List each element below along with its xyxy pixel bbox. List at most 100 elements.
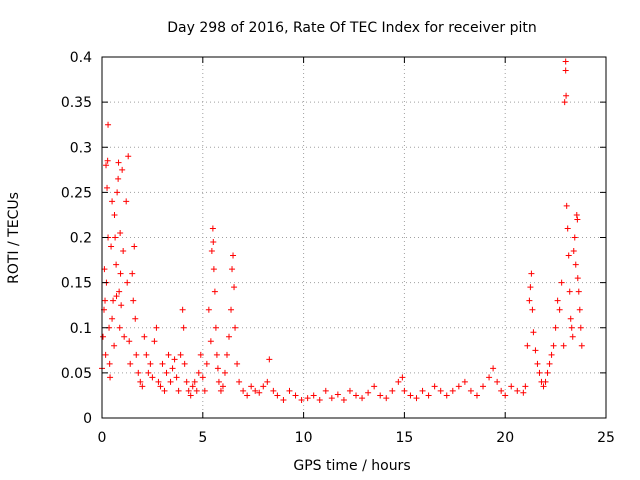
data-point-marker <box>565 252 572 259</box>
data-point-marker <box>443 392 450 399</box>
data-point-marker <box>104 184 111 191</box>
data-point-marker <box>280 396 287 403</box>
data-point-marker <box>371 383 378 390</box>
data-point-marker <box>576 306 583 313</box>
data-point-marker <box>169 365 176 372</box>
data-point-marker <box>514 387 521 394</box>
data-point-marker <box>234 360 241 367</box>
data-point-marker <box>359 395 366 402</box>
data-point-marker <box>232 324 239 331</box>
data-point-marker <box>552 324 559 331</box>
data-point-marker <box>569 333 576 340</box>
data-point-marker <box>203 360 210 367</box>
y-tick-labels: 0 0.05 0.1 0.15 0.2 0.25 0.3 0.35 0.4 <box>61 50 92 427</box>
data-point-marker <box>213 351 220 358</box>
y-tick-label: 0.25 <box>61 185 92 201</box>
data-point-marker <box>127 360 134 367</box>
data-point-marker <box>117 270 124 277</box>
data-point-marker <box>106 360 113 367</box>
data-point-marker <box>425 392 432 399</box>
data-point-marker <box>100 333 107 340</box>
data-point-marker <box>175 387 182 394</box>
y-tick-label: 0.3 <box>70 140 92 156</box>
data-point-marker <box>189 383 196 390</box>
data-point-marker <box>260 383 267 390</box>
data-point-marker <box>177 351 184 358</box>
data-point-marker <box>135 369 142 376</box>
y-tick-label: 0 <box>83 411 92 427</box>
data-point-marker <box>529 306 536 313</box>
data-point-marker <box>115 175 122 182</box>
data-point-marker <box>334 391 341 398</box>
chart-title: Day 298 of 2016, Rate Of TEC Index for r… <box>167 20 537 36</box>
x-tick-label: 15 <box>395 430 413 446</box>
data-point-marker <box>566 288 573 295</box>
data-point-marker <box>401 387 408 394</box>
data-point-marker <box>205 306 212 313</box>
data-point-marker <box>527 284 534 291</box>
data-point-marker <box>187 392 194 399</box>
data-point-marker <box>208 248 215 255</box>
data-point-marker <box>157 383 164 390</box>
data-point-marker <box>561 99 568 106</box>
data-point-marker <box>449 387 456 394</box>
data-point-marker <box>104 157 111 164</box>
data-point-marker <box>147 360 154 367</box>
y-tick-label: 0.35 <box>61 95 92 111</box>
data-point-marker <box>193 387 200 394</box>
data-point-marker <box>252 387 259 394</box>
data-point-marker <box>522 383 529 390</box>
data-point-marker <box>304 395 311 402</box>
data-point-marker <box>180 324 187 331</box>
data-point-marker <box>217 387 224 394</box>
data-point-marker <box>115 159 122 166</box>
y-tick-label: 0.15 <box>61 276 92 292</box>
data-point-marker <box>570 248 577 255</box>
data-point-marker <box>536 369 543 376</box>
data-point-marker <box>256 389 263 396</box>
data-point-marker <box>244 392 251 399</box>
x-tick-label: 25 <box>597 430 615 446</box>
data-point-marker <box>524 342 531 349</box>
data-point-marker <box>399 374 406 381</box>
data-point-marker <box>548 351 555 358</box>
data-point-marker <box>365 389 372 396</box>
data-point-marker <box>578 342 585 349</box>
data-point-marker <box>575 288 582 295</box>
data-point-marker <box>395 378 402 385</box>
data-point-marker <box>298 396 305 403</box>
data-point-marker <box>574 275 581 282</box>
data-point-marker <box>173 374 180 381</box>
data-point-marker <box>212 324 219 331</box>
data-point-marker <box>120 248 127 255</box>
data-point-marker <box>562 58 569 65</box>
data-point-marker <box>113 261 120 268</box>
data-point-marker <box>211 288 218 295</box>
data-point-marker <box>113 293 120 300</box>
x-tick-label: 20 <box>496 430 514 446</box>
data-point-marker <box>292 392 299 399</box>
data-point-marker <box>155 378 162 385</box>
data-point-marker <box>143 351 150 358</box>
data-point-marker <box>530 329 537 336</box>
data-point-marker <box>102 351 109 358</box>
x-tick-label: 0 <box>98 430 107 446</box>
y-tick-label: 0.2 <box>70 231 92 247</box>
data-point-marker <box>210 266 217 273</box>
y-axis-label: ROTI / TECUs <box>6 192 22 284</box>
data-point-marker <box>486 374 493 381</box>
data-point-marker <box>133 351 140 358</box>
data-point-marker <box>214 365 221 372</box>
data-point-marker <box>123 198 130 205</box>
data-point-marker <box>542 378 549 385</box>
data-point-marker <box>210 239 217 246</box>
data-point-marker <box>191 378 198 385</box>
data-point-marker <box>346 387 353 394</box>
data-point-marker <box>240 387 247 394</box>
data-point-marker <box>502 392 509 399</box>
data-point-marker <box>207 338 214 345</box>
data-point-marker <box>179 306 186 313</box>
y-tick-label: 0.4 <box>70 50 92 66</box>
data-point-marker <box>199 374 206 381</box>
